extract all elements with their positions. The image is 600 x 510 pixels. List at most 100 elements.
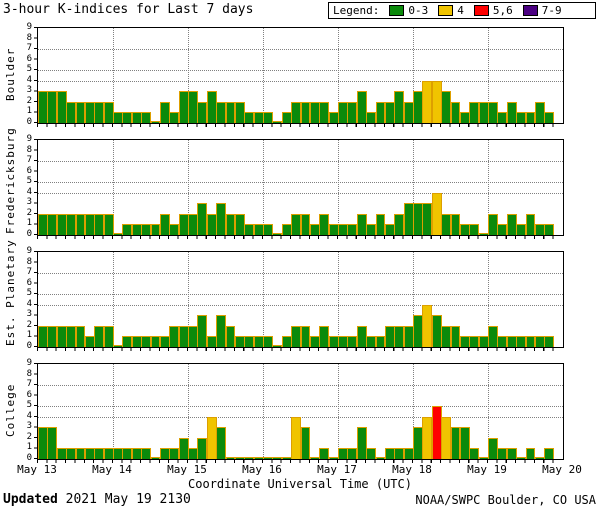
k-bar xyxy=(356,91,367,123)
k-bar xyxy=(141,112,152,123)
k-bar xyxy=(459,427,470,459)
k-bar xyxy=(469,224,480,235)
k-bar xyxy=(544,224,555,235)
v-gridline-day xyxy=(263,28,264,123)
k-bar xyxy=(300,427,311,459)
k-bar xyxy=(159,213,170,235)
legend-item-0-3: 0-3 xyxy=(408,4,429,17)
v-gridline-day xyxy=(113,364,114,459)
x-axis-title: Coordinate Universal Time (UTC) xyxy=(188,477,412,491)
chart-title: 3-hour K-indices for Last 7 days xyxy=(3,2,254,17)
y-tick-label: 2 xyxy=(26,431,32,442)
k-bar xyxy=(356,325,367,347)
k-bar xyxy=(263,336,273,347)
y-tick-label: 1 xyxy=(26,218,32,229)
panel-est-planetary xyxy=(37,251,564,348)
k-bar xyxy=(375,213,386,235)
x-axis-label-may-20: May 20 xyxy=(542,463,582,476)
h-gridline-k4 xyxy=(38,304,563,306)
k-bar xyxy=(319,101,330,123)
k-bar xyxy=(234,213,245,235)
panel-fredericksburg xyxy=(37,139,564,236)
k-bar xyxy=(263,112,273,123)
v-gridline-day xyxy=(413,364,414,459)
k-bar xyxy=(488,325,498,347)
k-bar xyxy=(450,213,461,235)
h-gridline-k4 xyxy=(38,192,563,194)
y-tick-label: 9 xyxy=(26,246,32,256)
h-gridline-k7 xyxy=(38,49,563,51)
legend-label: Legend: xyxy=(333,4,380,17)
y-tick-label: 7 xyxy=(26,379,32,390)
h-gridline-k7 xyxy=(38,385,563,387)
k-bar xyxy=(488,437,498,459)
legend: Legend: 0-3 4 5,6 7-9 xyxy=(328,2,596,19)
y-tick-label: 8 xyxy=(26,144,32,155)
legend-item-4: 4 xyxy=(457,4,464,17)
v-gridline-day xyxy=(263,364,264,459)
y-tick-label: 6 xyxy=(26,389,32,400)
k-bar xyxy=(103,325,114,347)
y-tick-label: 7 xyxy=(26,155,32,166)
y-tick-label: 3 xyxy=(26,309,32,320)
y-tick-label: 5 xyxy=(26,176,32,187)
v-gridline-day xyxy=(488,364,489,459)
k-bar xyxy=(197,315,208,347)
k-bar xyxy=(263,224,273,235)
y-tick-label: 2 xyxy=(26,207,32,218)
v-gridline-day xyxy=(188,140,189,235)
k-bar xyxy=(319,448,330,459)
x-axis-label-may-14: May 14 xyxy=(92,463,132,476)
k-bar xyxy=(178,437,189,459)
v-gridline-day xyxy=(338,28,339,123)
panel-college xyxy=(37,363,564,460)
legend-item-7-9: 7-9 xyxy=(541,4,562,17)
v-gridline-day xyxy=(263,140,264,235)
k-bar xyxy=(450,101,461,123)
y-tick-label: 8 xyxy=(26,368,32,379)
k-bar xyxy=(225,325,236,347)
y-tick-label: 1 xyxy=(26,106,32,117)
k-bar xyxy=(506,448,517,459)
y-tick-label: 4 xyxy=(26,186,32,197)
k-bar xyxy=(506,213,517,235)
k-bar xyxy=(544,448,555,459)
y-tick-marks xyxy=(34,251,37,347)
y-tick-label: 4 xyxy=(26,410,32,421)
h-gridline-k7 xyxy=(38,161,563,163)
y-tick-label: 7 xyxy=(26,43,32,54)
v-gridline-day xyxy=(413,252,414,347)
v-gridline-day xyxy=(413,28,414,123)
k-bar xyxy=(506,101,517,123)
y-tick-marks xyxy=(34,363,37,459)
k-bar xyxy=(544,336,555,347)
v-gridline-day xyxy=(113,140,114,235)
k-bar xyxy=(319,213,330,235)
x-axis-label-may-18: May 18 xyxy=(392,463,432,476)
v-gridline-day xyxy=(188,252,189,347)
x-tick-marks xyxy=(37,236,562,239)
k-bar xyxy=(103,101,114,123)
k-bar xyxy=(450,325,461,347)
v-gridline-day xyxy=(188,364,189,459)
k-bar xyxy=(534,101,545,123)
k-bar xyxy=(544,112,555,123)
x-axis-label-may-19: May 19 xyxy=(467,463,507,476)
y-tick-label: 8 xyxy=(26,32,32,43)
v-gridline-day xyxy=(338,252,339,347)
x-axis-label-may-17: May 17 xyxy=(317,463,357,476)
k-bar xyxy=(488,213,498,235)
y-tick-label: 6 xyxy=(26,277,32,288)
v-gridline-day xyxy=(413,140,414,235)
k-bar xyxy=(525,448,536,459)
y-tick-label: 0 xyxy=(26,117,32,127)
y-tick-label: 0 xyxy=(26,341,32,351)
legend-swatch-purple xyxy=(522,5,538,16)
k-bar xyxy=(47,427,58,459)
k-bar xyxy=(366,448,377,459)
h-gridline-k5 xyxy=(38,294,563,296)
k-bar xyxy=(159,101,170,123)
y-tick-label: 5 xyxy=(26,64,32,75)
y-tick-label: 6 xyxy=(26,53,32,64)
v-gridline-day xyxy=(113,28,114,123)
